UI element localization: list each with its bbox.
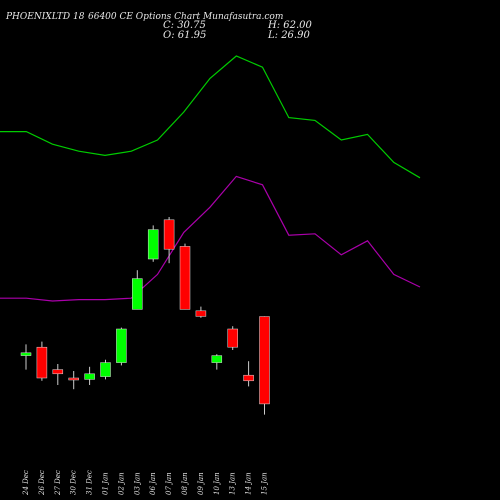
chart-title-right: 66400 CE Options Chart Munafasutra.com bbox=[88, 12, 284, 22]
candle-body bbox=[132, 278, 143, 310]
x-tick-label: 13 Jan bbox=[229, 472, 237, 495]
x-tick-label: 01 Jan bbox=[102, 472, 110, 495]
x-tick-label: 07 Jan bbox=[165, 472, 173, 495]
candle bbox=[195, 306, 207, 318]
lower-band-line bbox=[0, 175, 421, 302]
candle bbox=[227, 326, 238, 350]
candle bbox=[52, 364, 64, 385]
x-tick-label: 30 Dec bbox=[70, 470, 78, 495]
x-tick-label: 06 Jan bbox=[149, 472, 157, 495]
bands-layer bbox=[0, 55, 421, 302]
candle bbox=[116, 327, 127, 366]
x-tick-label: 02 Jan bbox=[117, 472, 125, 495]
candle bbox=[20, 344, 32, 370]
candle-body bbox=[227, 328, 238, 348]
x-tick-label: 15 Jan bbox=[261, 472, 269, 495]
candle bbox=[243, 361, 254, 387]
candle-body bbox=[163, 219, 175, 250]
open-value: O: 61.95 bbox=[163, 30, 207, 41]
x-tick-label: 24 Dec bbox=[22, 470, 30, 496]
candle-body bbox=[100, 362, 111, 377]
candle bbox=[211, 354, 223, 370]
candle-body bbox=[243, 374, 254, 382]
candle bbox=[163, 217, 175, 264]
chart-title-left: PHOENIXLTD 18 bbox=[6, 12, 85, 22]
candle-body bbox=[20, 352, 32, 356]
high-value: H: 62.00 bbox=[268, 20, 312, 31]
x-tick-label: 26 Dec bbox=[38, 470, 46, 496]
candle-body bbox=[147, 229, 159, 260]
candle bbox=[100, 359, 111, 380]
candle-body bbox=[211, 355, 223, 363]
x-tick-label: 10 Jan bbox=[213, 472, 221, 495]
candle bbox=[132, 270, 143, 310]
candle-body bbox=[179, 246, 191, 310]
x-tick-label: 03 Jan bbox=[133, 472, 141, 495]
close-value: C: 30.75 bbox=[163, 20, 206, 31]
candle-body bbox=[259, 316, 270, 405]
candle-body bbox=[116, 328, 127, 363]
candle-body bbox=[52, 369, 64, 375]
low-value: L: 26.90 bbox=[268, 30, 310, 41]
x-tick-label: 27 Dec bbox=[54, 470, 62, 496]
x-tick-label: 08 Jan bbox=[181, 472, 189, 495]
candle bbox=[68, 371, 79, 390]
candle-body bbox=[195, 310, 207, 317]
candle bbox=[36, 341, 48, 381]
x-tick-label: 14 Jan bbox=[245, 472, 253, 495]
x-axis: 24 Dec 26 Dec 27 Dec 30 Dec 31 Dec 01 Jan 02 J… bbox=[22, 470, 269, 496]
candles-layer bbox=[20, 217, 270, 415]
x-tick-label: 31 Dec bbox=[86, 470, 94, 495]
candle bbox=[179, 243, 191, 310]
candle bbox=[259, 316, 270, 415]
candle-body bbox=[84, 373, 95, 380]
candle bbox=[84, 366, 95, 385]
candle bbox=[147, 225, 159, 262]
x-tick-label: 09 Jan bbox=[197, 472, 205, 495]
candle-body bbox=[36, 346, 48, 379]
candle-body bbox=[68, 377, 79, 381]
upper-band-line bbox=[0, 55, 421, 179]
